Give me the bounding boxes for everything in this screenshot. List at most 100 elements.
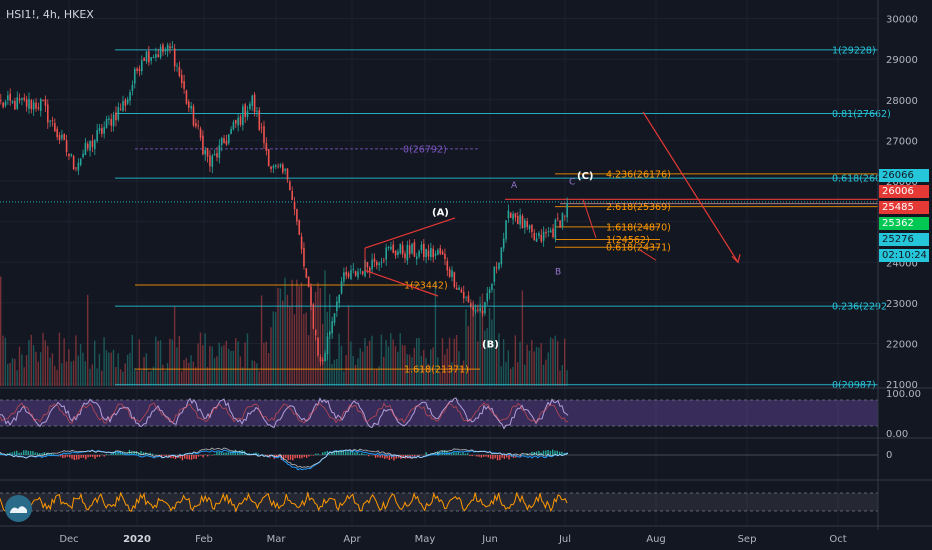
candle-body — [303, 247, 305, 267]
volume-bar — [21, 354, 23, 386]
candle-body — [225, 140, 228, 145]
volume-bar — [7, 364, 9, 386]
volume-bar — [415, 338, 418, 386]
macd-histogram-bar — [558, 451, 561, 455]
volume-bar — [340, 345, 343, 386]
volume-bar — [44, 340, 47, 386]
macd-histogram-bar — [133, 451, 135, 455]
volume-bar — [512, 366, 514, 386]
candle-body — [307, 276, 310, 288]
volume-bar — [35, 351, 37, 386]
macd-histogram-bar — [188, 455, 190, 460]
symbol-header[interactable]: HSI1!, 4h, HKEX — [6, 8, 94, 21]
volume-bar — [312, 303, 314, 386]
candle-body — [101, 128, 103, 134]
candle-body — [293, 201, 296, 210]
macd-histogram-bar — [340, 449, 342, 455]
candle-body — [559, 220, 561, 228]
candle-body — [324, 352, 326, 362]
tradingview-logo-icon[interactable] — [5, 495, 32, 522]
macd-histogram-bar — [556, 450, 558, 455]
candle-body — [345, 271, 348, 276]
candle-body — [566, 203, 568, 218]
volume-bar — [488, 308, 491, 386]
volume-bar — [321, 323, 324, 386]
volume-bar — [498, 333, 500, 386]
volume-bar — [493, 288, 495, 386]
volume-bar — [204, 333, 206, 386]
volume-bar — [30, 334, 32, 386]
macd-histogram-bar — [200, 455, 202, 456]
rsi-signal-line — [0, 402, 569, 424]
candle-body — [91, 140, 94, 147]
macd-histogram-bar — [416, 455, 418, 456]
candle-body — [84, 142, 87, 156]
volume-bar — [195, 367, 197, 386]
candle-body — [35, 102, 37, 109]
candle-body — [418, 251, 420, 257]
projection-arrow — [582, 199, 597, 239]
volume-bar — [399, 333, 401, 386]
volume-bar — [491, 319, 493, 386]
macd-histogram-bar — [170, 455, 172, 459]
candle-body — [63, 133, 66, 141]
candle-body — [458, 287, 460, 290]
volume-bar — [42, 332, 44, 386]
candle-body — [246, 110, 249, 118]
macd-histogram-bar — [165, 455, 167, 458]
volume-bar — [84, 361, 86, 386]
macd-histogram-bar — [519, 455, 522, 458]
volume-bar — [4, 337, 7, 386]
candle-body — [124, 99, 127, 106]
macd-histogram-bar — [361, 453, 363, 455]
macd-histogram-bar — [538, 450, 540, 455]
macd-histogram-bar — [342, 449, 345, 455]
volume-bar — [526, 344, 528, 386]
wave-label: A — [511, 181, 518, 191]
macd-histogram-bar — [418, 455, 420, 456]
candle-body — [284, 168, 286, 171]
volume-bar — [37, 361, 39, 386]
candle-body — [18, 98, 21, 101]
candle-body — [263, 126, 265, 144]
candle-body — [465, 296, 467, 298]
volume-bar — [23, 367, 25, 386]
macd-histogram-bar — [388, 455, 391, 460]
candle-body — [253, 94, 256, 113]
macd-histogram-bar — [147, 453, 149, 455]
macd-histogram-bar — [131, 451, 133, 455]
candle-body — [491, 283, 493, 290]
volume-bar — [411, 357, 413, 386]
macd-histogram-bar — [450, 452, 453, 455]
candle-body — [173, 48, 176, 67]
candle-body — [11, 100, 14, 103]
macd-histogram-bar — [365, 454, 368, 455]
macd-histogram-bar — [492, 455, 494, 460]
volume-bar — [465, 309, 467, 386]
macd-histogram-bar — [179, 455, 181, 459]
volume-bar — [270, 327, 272, 386]
candle-body — [218, 145, 221, 158]
volume-bar — [63, 338, 65, 386]
candle-body — [171, 46, 174, 48]
candle-body — [119, 108, 122, 110]
volume-bar — [430, 349, 432, 386]
volume-bar — [178, 335, 180, 386]
macd-histogram-bar — [561, 451, 563, 455]
candle-body — [251, 95, 254, 106]
volume-bar — [98, 353, 101, 386]
macd-histogram-bar — [23, 450, 25, 455]
rsi-line — [0, 397, 569, 430]
volume-bar — [352, 356, 354, 386]
volume-bar — [507, 350, 509, 386]
volume-bars — [0, 270, 568, 386]
volume-bar — [542, 364, 545, 386]
volume-bar — [423, 349, 425, 386]
macd-histogram-bar — [71, 455, 73, 459]
candle-body — [486, 293, 489, 302]
macd-histogram-bar — [315, 453, 317, 455]
macd-histogram-bar — [184, 455, 186, 459]
volume-bar — [376, 368, 378, 386]
volume-bar — [477, 341, 479, 386]
